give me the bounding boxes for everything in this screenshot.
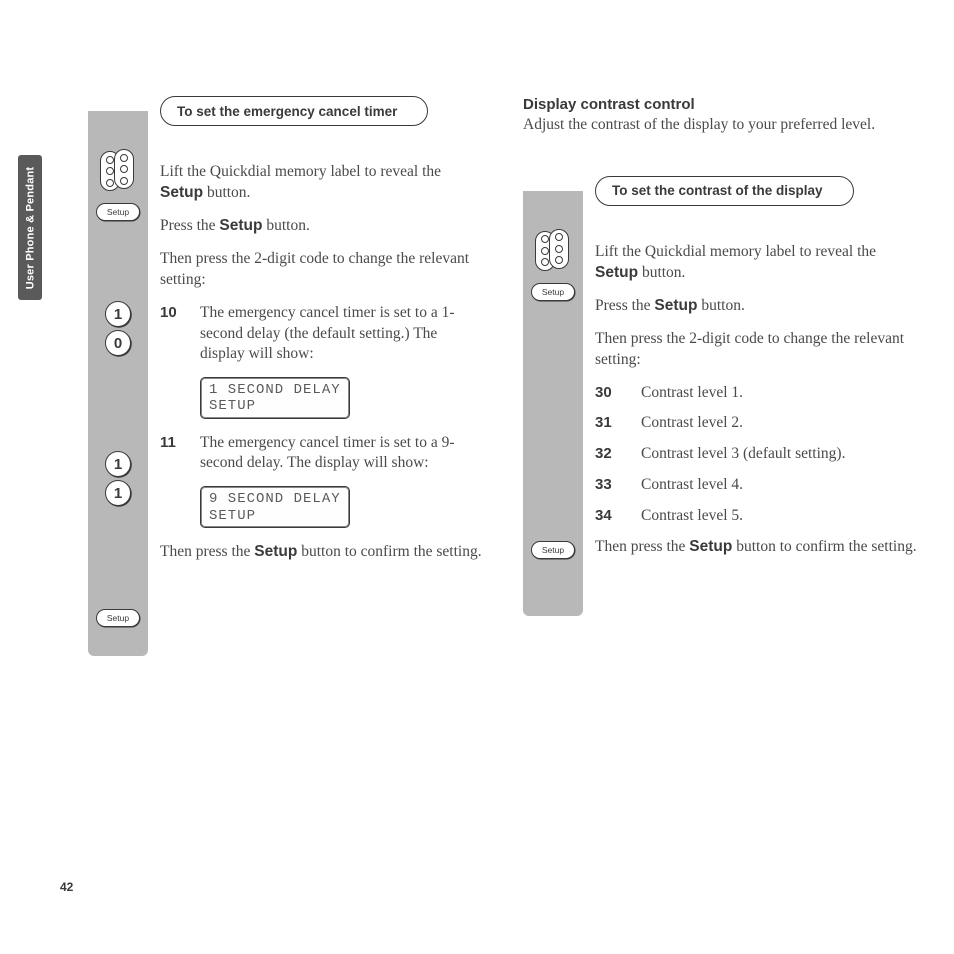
section-tab: User Phone & Pendant [18,155,42,300]
code-row: 32 Contrast level 3 (default setting). [595,444,918,465]
code-row: 33 Contrast level 4. [595,475,918,496]
code-description: The emergency cancel timer is set to a 9… [200,433,483,475]
box-header: To set the emergency cancel timer [160,96,483,126]
code-row: 34 Contrast level 5. [595,506,918,527]
code-row: 30 Contrast level 1. [595,383,918,404]
setup-button-icon: Setup [96,203,140,221]
code-description: Contrast level 2. [641,413,918,434]
digit-1-icon: 1 [105,480,131,506]
code-description: Contrast level 3 (default setting). [641,444,918,465]
lcd-display: 1 SECOND DELAY SETUP [200,377,350,418]
content-columns: Setup 1 0 1 1 Setup To set the emergency… [88,96,918,656]
setup-button-icon: Setup [531,283,575,301]
quickdial-icon [535,229,571,273]
confirm-text: Then press the Setup button to confirm t… [595,537,918,558]
code-row-10: 10 The emergency cancel timer is set to … [160,303,483,366]
section-heading: Display contrast control [523,96,918,113]
lcd-display: 9 SECOND DELAY SETUP [200,486,350,527]
code-description: Contrast level 1. [641,383,918,404]
confirm-text: Then press the Setup button to confirm t… [160,542,483,563]
digit-1-icon: 1 [105,301,131,327]
digit-0-icon: 0 [105,330,131,356]
step-text: Lift the Quickdial memory label to revea… [595,242,918,284]
box-title: To set the emergency cancel timer [160,96,428,126]
box-title: To set the contrast of the display [595,176,854,206]
section-tab-label: User Phone & Pendant [24,166,36,289]
code-row-11: 11 The emergency cancel timer is set to … [160,433,483,475]
code-number: 30 [595,383,629,404]
section-intro: Adjust the contrast of the display to yo… [523,115,918,136]
emergency-timer-box: Setup 1 0 1 1 Setup To set the emergency… [88,96,483,656]
step-text: Press the Setup button. [160,216,483,237]
setup-button-icon: Setup [531,541,575,559]
step-text: Lift the Quickdial memory label to revea… [160,162,483,204]
page-number: 42 [60,880,73,894]
code-description: Contrast level 5. [641,506,918,527]
digit-1-icon: 1 [105,451,131,477]
code-description: The emergency cancel timer is set to a 1… [200,303,483,366]
code-row: 31 Contrast level 2. [595,413,918,434]
box-header: To set the contrast of the display [595,176,918,206]
code-number: 11 [160,433,188,475]
step-text: Press the Setup button. [595,296,918,317]
code-description: Contrast level 4. [641,475,918,496]
code-number: 10 [160,303,188,366]
instruction-body: Lift the Quickdial memory label to revea… [595,214,918,558]
setup-button-icon: Setup [96,609,140,627]
step-text: Then press the 2-digit code to change th… [160,249,483,291]
quickdial-icon [100,149,136,193]
code-number: 31 [595,413,629,434]
manual-page: User Phone & Pendant Setup 1 [0,0,954,954]
code-number: 34 [595,506,629,527]
icon-rail: Setup Setup [523,191,583,616]
icon-rail: Setup 1 0 1 1 Setup [88,111,148,656]
contrast-box: Setup Setup To set the contrast of the d… [523,176,918,616]
step-text: Then press the 2-digit code to change th… [595,329,918,371]
right-column: Display contrast control Adjust the cont… [523,96,918,656]
contrast-code-list: 30Contrast level 1. 31Contrast level 2. … [595,383,918,528]
instruction-body: Lift the Quickdial memory label to revea… [160,134,483,563]
left-column: Setup 1 0 1 1 Setup To set the emergency… [88,96,483,656]
code-number: 33 [595,475,629,496]
code-number: 32 [595,444,629,465]
